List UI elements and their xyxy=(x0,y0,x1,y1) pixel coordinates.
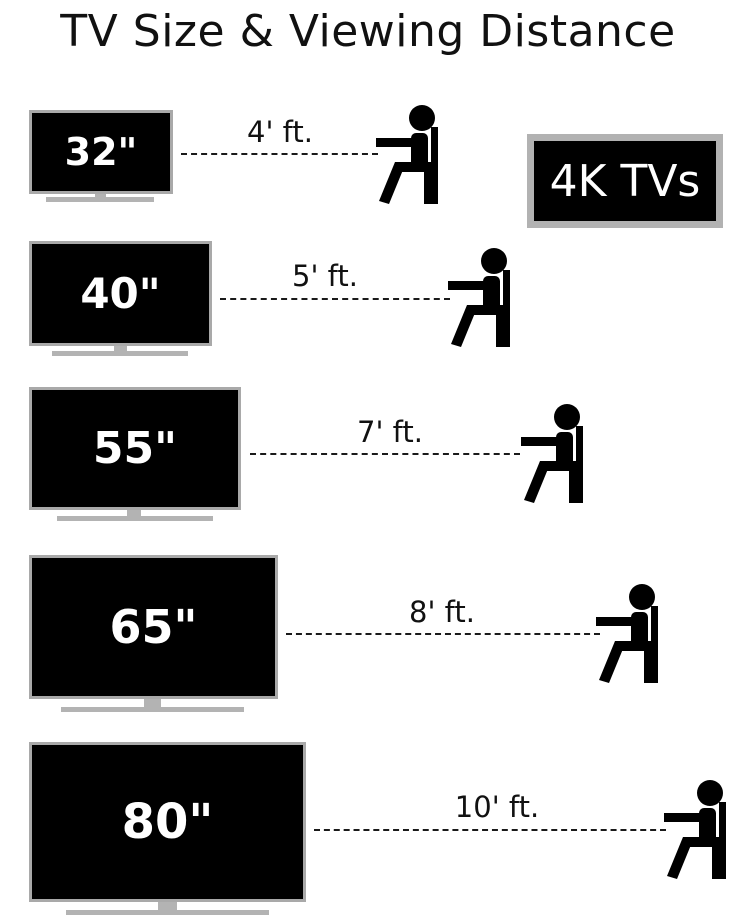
distance-line xyxy=(286,633,600,635)
tv-stand-neck xyxy=(114,346,127,352)
distance-label: 10' ft. xyxy=(454,790,540,824)
tv-stand-neck xyxy=(158,902,177,911)
seated-person-icon xyxy=(376,105,438,204)
tv-screen: 80" xyxy=(29,742,306,902)
tv-screen: 40" xyxy=(29,241,212,346)
tv-stand-base xyxy=(46,197,154,202)
tv-stand-base xyxy=(61,707,244,712)
tv-size-label: 55" xyxy=(92,423,178,474)
tv-stand-neck xyxy=(127,510,141,517)
4k-badge: 4K TVs xyxy=(527,134,723,228)
distance-label: 4' ft. xyxy=(247,115,313,149)
seated-person-icon xyxy=(664,780,726,879)
seated-person-icon xyxy=(521,404,583,503)
distance-line xyxy=(181,153,378,155)
tv-stand-base xyxy=(52,351,188,356)
tv-stand-base xyxy=(66,910,269,915)
seated-person-icon xyxy=(448,248,510,347)
distance-line xyxy=(250,453,520,455)
distance-line xyxy=(220,298,450,300)
tv-size-label: 32" xyxy=(64,130,138,174)
distance-label: 7' ft. xyxy=(357,415,423,449)
distance-label: 8' ft. xyxy=(409,595,475,629)
distance-label: 5' ft. xyxy=(292,259,358,293)
page-title: TV Size & Viewing Distance xyxy=(60,6,676,57)
distance-line xyxy=(314,829,666,831)
tv-screen: 32" xyxy=(29,110,173,194)
tv-screen: 55" xyxy=(29,387,241,510)
tv-size-label: 80" xyxy=(121,794,214,850)
tv-size-label: 40" xyxy=(80,269,161,318)
tv-screen: 65" xyxy=(29,555,278,699)
seated-person-icon xyxy=(596,584,658,683)
badge-label: 4K TVs xyxy=(549,155,701,207)
tv-stand-base xyxy=(57,516,213,521)
tv-size-label: 65" xyxy=(109,600,198,654)
tv-stand-neck xyxy=(95,194,106,198)
tv-stand-neck xyxy=(144,699,161,707)
